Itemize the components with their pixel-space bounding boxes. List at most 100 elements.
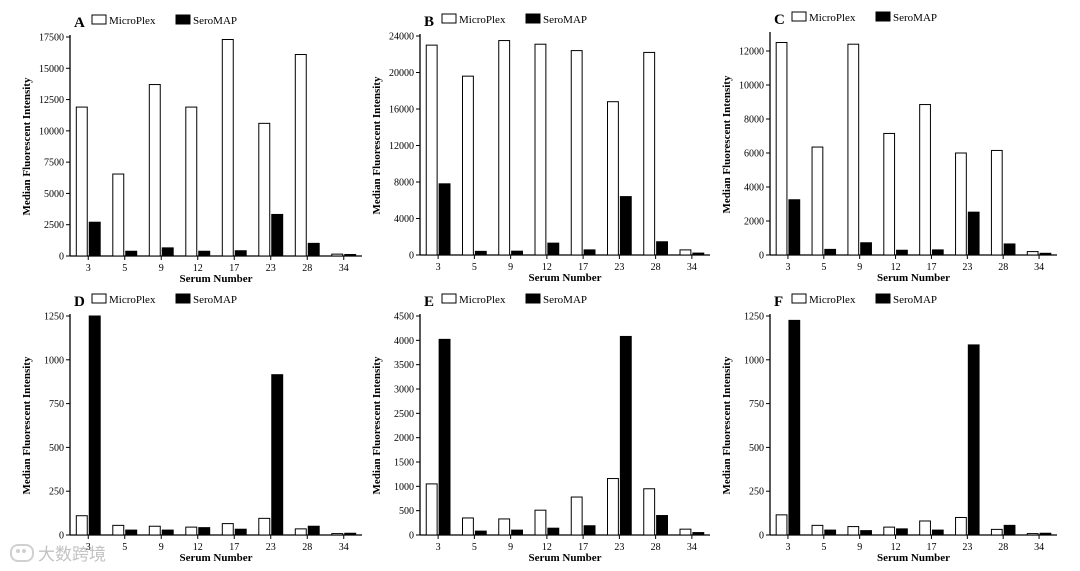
y-tick-label: 12000 [389,141,414,152]
bar-microplex-3 [75,515,88,536]
x-tick-label: 23 [614,542,624,553]
bar-seromap-17 [931,249,944,256]
y-tick-label: 0 [59,531,64,542]
bar-microplex-23 [607,101,619,256]
x-tick-label: 34 [1034,542,1044,553]
bar-seromap-9 [860,242,872,256]
y-tick-label: 4000 [394,336,414,347]
bar-seromap-12 [547,527,560,536]
x-tick-label: 34 [339,263,349,274]
bar-microplex-34 [1026,533,1039,536]
y-axis-title: Median Fluorescent Intensity [721,356,733,494]
y-tick-label: 2000 [394,433,414,444]
panel-letter: A [74,15,85,31]
x-tick-label: 23 [266,542,276,553]
bar-seromap-9 [161,247,174,257]
legend-swatch-microplex [91,293,107,304]
bar-seromap-28 [307,525,320,536]
bar-seromap-23 [271,213,284,257]
x-tick-label: 5 [122,263,127,274]
x-tick-label: 3 [86,542,91,553]
y-tick-label: 6000 [744,149,764,160]
y-tick-label: 1250 [44,312,64,323]
legend-swatch-microplex [441,13,457,24]
x-tick-label: 17 [926,262,936,273]
x-tick-label: 3 [436,542,441,553]
panel-letter: C [774,12,785,28]
x-tick-label: 12 [193,542,203,553]
bar-seromap-23 [619,335,632,536]
legend-swatch-seromap [875,11,891,22]
x-tick-label: 34 [339,542,349,553]
legend-label-microplex: MicroPlex [809,294,856,306]
bar-microplex-17 [570,50,583,256]
x-tick-label: 9 [159,542,164,553]
x-tick-label: 5 [821,542,826,553]
bar-seromap-5 [125,250,138,257]
panel-d: D MicroPlex SeroMAP 0 250 500 750 1000 1250 3 5 9 12… [21,293,362,564]
bar-microplex-28 [643,488,656,536]
bar-seromap-23 [967,344,980,536]
y-tick-label: 7500 [44,158,64,169]
legend-label-seromap: SeroMAP [193,15,237,27]
panel-c: C MicroPlex SeroMAP 0 2000 4000 6000 8000 10000 1… [721,11,1057,284]
bar-seromap-3 [438,338,451,536]
x-tick-label: 5 [122,542,127,553]
y-tick-label: 750 [49,399,64,410]
x-tick-label: 9 [508,542,513,553]
bar-seromap-12 [896,528,908,536]
y-tick-label: 17500 [39,33,64,44]
bar-microplex-17 [221,523,234,536]
bar-microplex-9 [148,84,161,257]
y-tick-label: 4000 [744,183,764,194]
panel-letter: F [774,294,783,310]
y-tick-label: 750 [749,399,764,410]
x-axis-title: Serum Number [877,552,950,564]
x-tick-label: 12 [542,262,552,273]
bar-seromap-17 [583,249,596,256]
legend-swatch-seromap [175,293,191,304]
x-tick-label: 34 [687,262,697,273]
bar-seromap-28 [307,242,320,257]
y-tick-label: 20000 [389,68,414,79]
x-axis-title: Serum Number [528,552,601,564]
bar-microplex-23 [955,152,967,256]
legend-label-seromap: SeroMAP [893,12,937,24]
bar-microplex-34 [679,249,692,256]
bar-microplex-23 [258,122,271,257]
y-tick-label: 2500 [44,220,64,231]
bar-microplex-23 [607,478,619,536]
bar-microplex-28 [990,149,1003,256]
legend-swatch-seromap [175,14,191,25]
x-axis-title: Serum Number [179,552,252,564]
legend-label-seromap: SeroMAP [543,294,587,306]
legend-label-seromap: SeroMAP [193,294,237,306]
bar-seromap-17 [583,525,596,536]
x-tick-label: 12 [542,542,552,553]
bar-seromap-34 [344,532,357,536]
y-tick-label: 3000 [394,385,414,396]
bar-microplex-9 [498,40,511,256]
bar-microplex-5 [462,75,474,256]
bar-microplex-28 [990,528,1003,536]
legend-label-microplex: MicroPlex [459,14,506,26]
bar-microplex-12 [883,132,896,256]
legend-swatch-microplex [791,293,807,304]
y-tick-label: 16000 [389,105,414,116]
bar-microplex-17 [919,104,931,256]
bar-microplex-34 [679,528,692,536]
bar-microplex-9 [847,526,860,536]
bar-seromap-34 [692,532,705,536]
legend-swatch-microplex [791,11,807,22]
bar-microplex-5 [811,524,824,536]
bar-seromap-28 [1003,524,1016,536]
bar-microplex-28 [294,528,307,536]
watermark: 大数跨境 [10,540,106,565]
panel-f: F MicroPlex SeroMAP 0 250 500 750 1000 1250 3 5 9 12… [721,293,1057,564]
y-tick-label: 8000 [394,178,414,189]
y-tick-label: 12000 [739,47,764,58]
y-tick-label: 1000 [394,482,414,493]
legend-label-microplex: MicroPlex [459,294,506,306]
bar-seromap-23 [271,374,284,536]
y-tick-label: 0 [59,252,64,263]
